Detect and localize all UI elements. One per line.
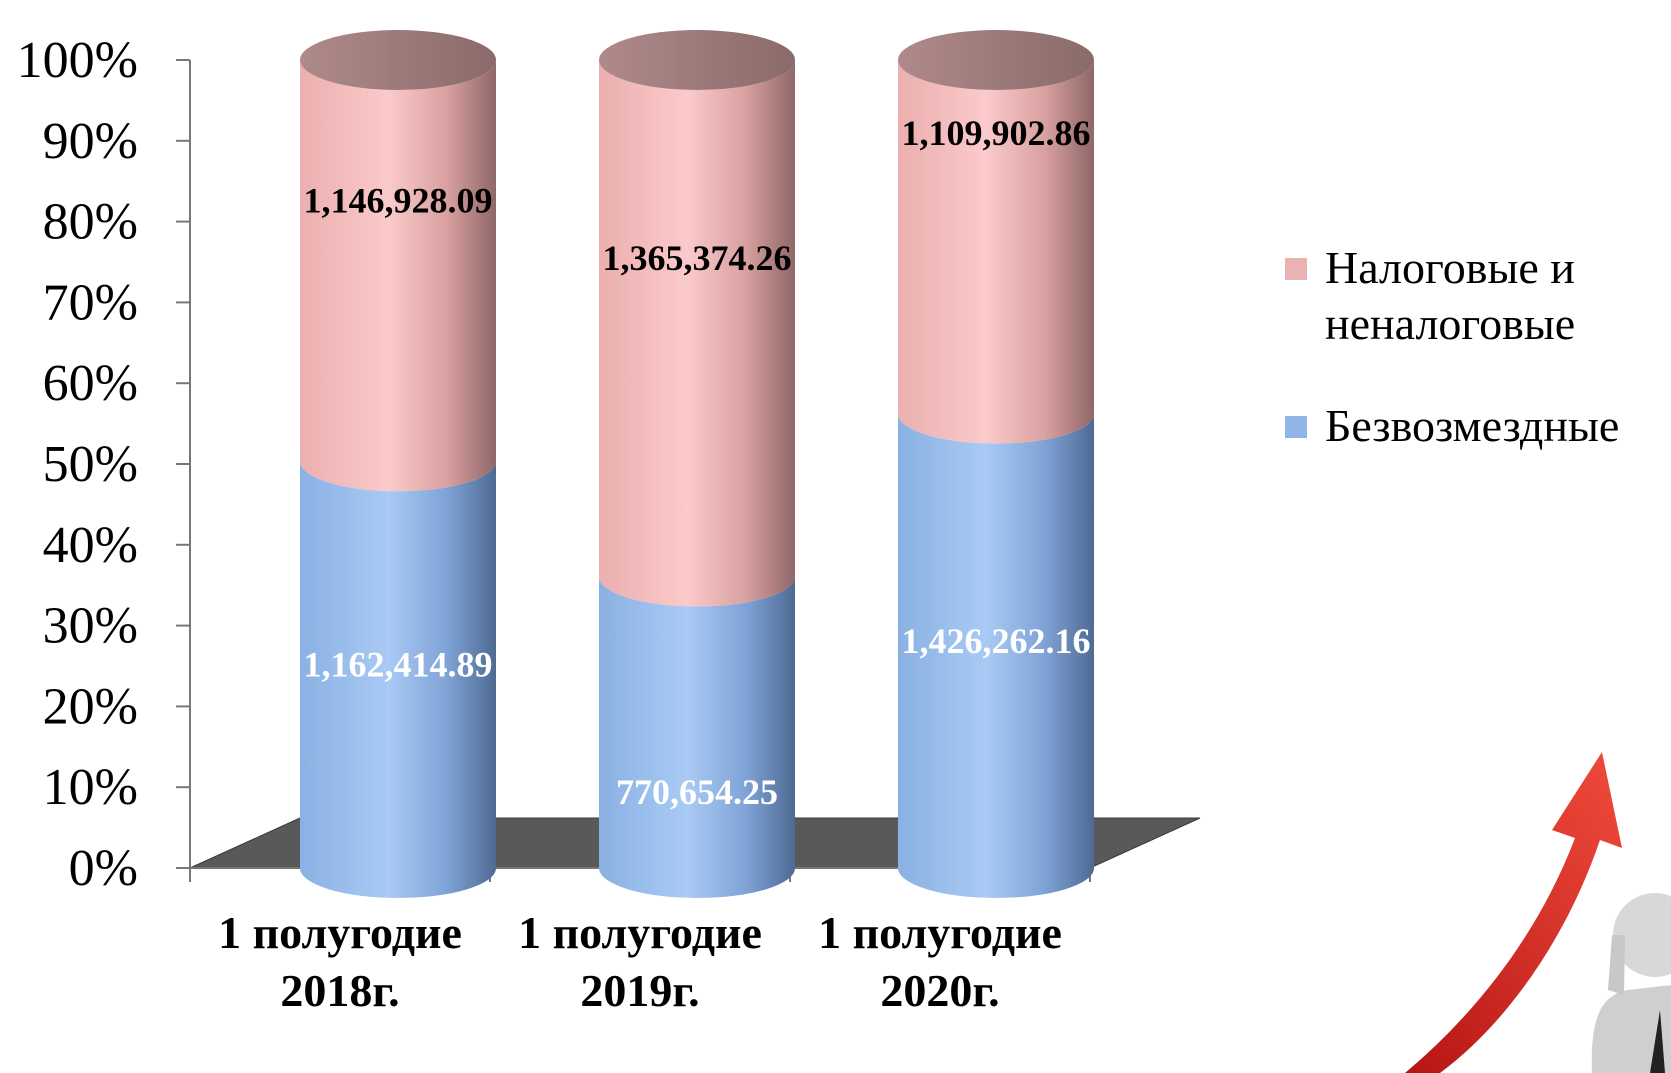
y-tick-label: 80% [43, 194, 138, 251]
x-category-label: 1 полугодие [218, 907, 462, 958]
y-tick-label: 10% [43, 759, 138, 816]
bar-top-cap [898, 30, 1094, 90]
y-tick-label: 40% [43, 517, 138, 574]
y-tick-label: 30% [43, 598, 138, 655]
legend-label-tax-line1: Налоговые и [1325, 242, 1575, 293]
y-tick-label: 60% [43, 355, 138, 412]
x-category-label: 1 полугодие [818, 907, 1062, 958]
legend-swatch-tax [1285, 258, 1307, 280]
legend-item-tax: Налоговые и неналоговые [1285, 240, 1671, 352]
growth-arrow-clipart [1352, 745, 1671, 1073]
data-label-grants: 1,162,414.89 [304, 645, 493, 685]
person-figure-icon [1591, 893, 1671, 1073]
y-tick-label: 70% [43, 274, 138, 331]
legend-swatch-grants [1285, 416, 1307, 438]
bar-top-cap [599, 30, 795, 90]
x-category-label: 1 полугодие [518, 907, 762, 958]
legend-item-grants: Безвозмездные [1285, 398, 1671, 454]
data-label-tax: 1,146,928.09 [304, 181, 493, 221]
bar-segment-grants [300, 461, 496, 898]
y-tick-label: 90% [43, 113, 138, 170]
bar-segment-tax [599, 60, 795, 607]
x-category-label: 2019г. [580, 965, 699, 1016]
data-label-tax: 1,109,902.86 [902, 113, 1091, 153]
bar-top-cap [300, 30, 496, 90]
legend-label-tax-line2: неналоговые [1325, 298, 1576, 349]
bar-segment-tax [300, 60, 496, 492]
rising-arrow-icon [1405, 752, 1622, 1073]
y-tick-label: 100% [17, 32, 138, 89]
x-category-label: 2018г. [280, 965, 399, 1016]
data-label-grants: 1,426,262.16 [902, 621, 1091, 661]
y-tick-label: 20% [43, 678, 138, 735]
y-tick-label: 50% [43, 436, 138, 493]
data-label-grants: 770,654.25 [616, 772, 778, 812]
x-category-label: 2020г. [880, 965, 999, 1016]
legend-label-tax: Налоговые и неналоговые [1325, 240, 1575, 352]
legend-label-grants: Безвозмездные [1325, 400, 1620, 451]
y-tick-label: 0% [69, 840, 138, 897]
data-label-tax: 1,365,374.26 [603, 238, 792, 278]
bar-segment-grants [599, 576, 795, 898]
bar-segment-grants [898, 413, 1094, 898]
chart-legend: Налоговые и неналоговые Безвозмездные [1285, 240, 1671, 500]
bar-segment-tax [898, 60, 1094, 444]
